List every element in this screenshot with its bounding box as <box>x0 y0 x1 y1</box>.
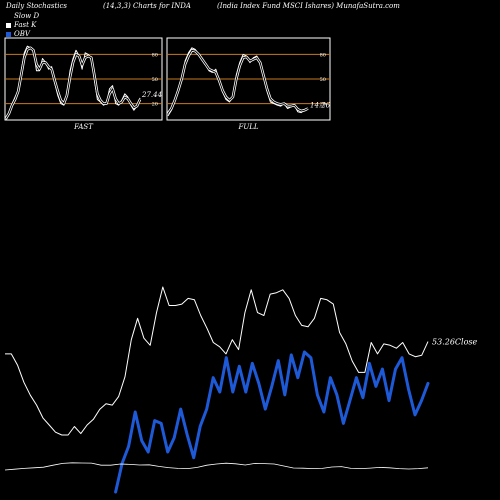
legend-swatch-slow-d <box>6 13 11 19</box>
chart-title-center: (14,3,3) Charts for INDA <box>103 2 191 10</box>
full-tick-label-80: 80 <box>320 52 326 58</box>
legend-label-slow-d: Slow D <box>14 12 40 20</box>
fast-slow-d-line <box>5 47 141 119</box>
chart-title-right: (India Index Fund MSCI Ishares) MunafaSu… <box>217 2 400 10</box>
legend-label-fast-k: Fast K <box>14 21 37 29</box>
full-last-value-label: 14.26 <box>310 102 331 110</box>
legend-item-obv: OBV <box>6 30 30 38</box>
legend-item-slow-d: Slow D <box>6 12 39 20</box>
fast-last-value-label: 27.44 <box>141 91 162 99</box>
fast-panel-label: FAST <box>73 123 94 131</box>
legend-swatch-fast-k <box>6 22 11 28</box>
legend-label-obv: OBV <box>14 30 30 38</box>
fast-series-slow-d <box>4 46 142 120</box>
close-price-line <box>5 286 429 436</box>
fast-fast-k-line <box>5 45 141 121</box>
close-last-value-label: 53.26Close <box>432 338 478 347</box>
chart-title-left: Daily Stochastics <box>6 2 68 10</box>
fast-tick-label-80: 80 <box>152 52 158 58</box>
bottom-stochastic-trace <box>4 462 429 471</box>
legend-swatch-obv <box>6 31 11 37</box>
fast-series-fast-k <box>5 45 141 121</box>
full-tick-label-20: 20 <box>320 102 326 108</box>
full-slow-d-line <box>167 49 309 114</box>
full-panel-label: FULL <box>237 123 258 131</box>
legend-item-fast-k: Fast K <box>6 21 36 29</box>
full-tick-label-50: 50 <box>320 77 326 83</box>
obv-line <box>114 350 430 494</box>
fast-tick-label-20: 20 <box>152 102 158 108</box>
fast-tick-label-50: 50 <box>152 77 158 83</box>
full-series-slow-d <box>166 48 309 115</box>
